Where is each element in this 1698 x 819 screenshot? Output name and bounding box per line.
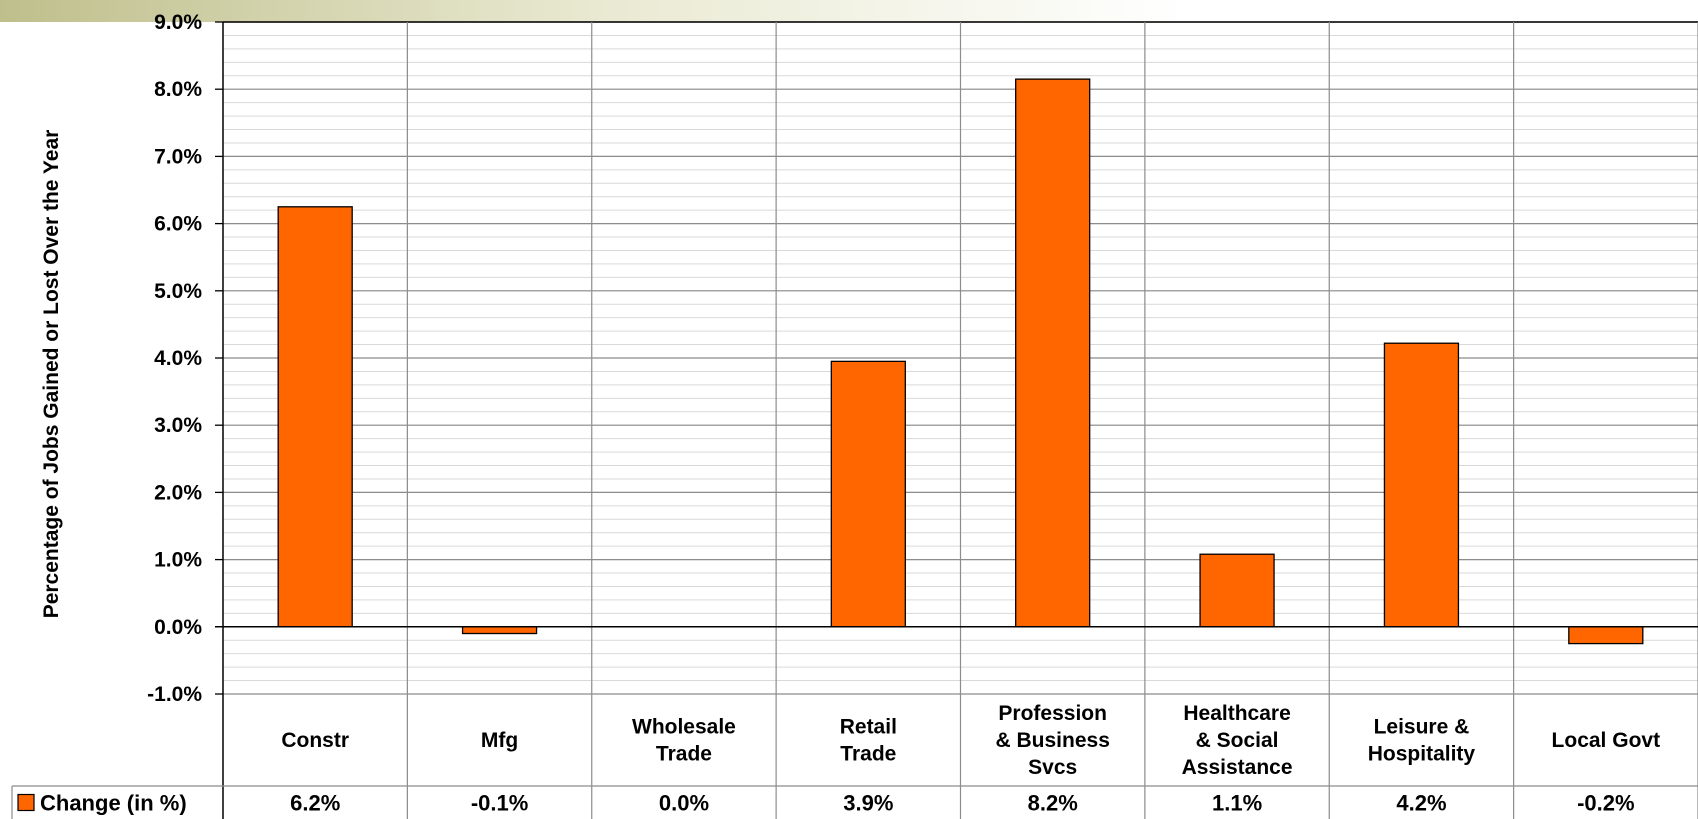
y-tick-label: 1.0%	[154, 549, 202, 572]
data-table-value: 0.0%	[659, 791, 709, 816]
category-label-line: Healthcare	[1183, 702, 1290, 725]
category-label: Constr	[281, 729, 349, 752]
category-labels: Constr Mfg Wholesale Trade Retail Trade Profes…	[281, 702, 1660, 779]
bar	[461, 626, 538, 635]
category-label-line: Wholesale	[632, 716, 736, 739]
category-label-line: Trade	[840, 743, 896, 766]
y-tick-label: 3.0%	[154, 414, 202, 437]
category-label-line: Assistance	[1182, 756, 1293, 779]
category-label: Wholesale Trade	[632, 716, 736, 766]
category-label-line: Hospitality	[1368, 743, 1476, 766]
bar	[1199, 553, 1275, 628]
y-tick-label: 5.0%	[154, 280, 202, 303]
data-table-value: 4.2%	[1396, 791, 1446, 816]
bar	[1383, 342, 1460, 628]
category-label-line: Local Govt	[1552, 729, 1661, 752]
data-table-value: 8.2%	[1028, 791, 1078, 816]
category-separators	[222, 22, 1698, 819]
category-label-line: Leisure &	[1374, 716, 1470, 739]
data-table: Change (in %) 6.2% -0.1% 0.0% 3.9% 8.2% 1.1% 4.…	[11, 785, 1698, 819]
category-label: Leisure & Hospitality	[1368, 716, 1476, 766]
category-label-line: Trade	[656, 743, 712, 766]
category-label-line: Profession	[998, 702, 1107, 725]
header-gradient-band	[0, 0, 1698, 22]
y-tick-label: 2.0%	[154, 481, 202, 504]
category-label: Healthcare & Social Assistance	[1182, 702, 1293, 779]
bar	[1015, 78, 1091, 628]
category-label: Retail Trade	[840, 716, 897, 766]
category-label: Mfg	[481, 729, 518, 752]
data-table-value: -0.1%	[471, 791, 528, 816]
y-tick-label: 9.0%	[154, 11, 202, 34]
data-table-value: 1.1%	[1212, 791, 1262, 816]
y-axis-label: Percentage of Jobs Gained or Lost Over t…	[40, 130, 63, 619]
data-table-value: -0.2%	[1577, 791, 1634, 816]
category-label-line: & Social	[1196, 729, 1279, 752]
y-tick-label: 6.0%	[154, 213, 202, 236]
y-tick-label: 8.0%	[154, 78, 202, 101]
bar	[277, 206, 353, 628]
category-label: Local Govt	[1552, 729, 1661, 752]
bar	[830, 360, 906, 628]
category-label-line: Constr	[281, 729, 349, 752]
category-label-line: Svcs	[1028, 756, 1077, 779]
category-label-line: & Business	[996, 729, 1110, 752]
data-table-value: 6.2%	[290, 791, 340, 816]
bar-series	[277, 78, 1644, 645]
category-label-line: Retail	[840, 716, 897, 739]
bar	[1568, 626, 1644, 645]
y-tick-label: 4.0%	[154, 347, 202, 370]
data-table-value: 3.9%	[843, 791, 893, 816]
y-tick-label: 0.0%	[154, 616, 202, 639]
y-axis-ticks: 9.0% 8.0% 7.0% 6.0% 5.0% 4.0% 3.0% 2.0% 1.0% 0.0%…	[147, 11, 223, 706]
y-tick-label: -1.0%	[147, 683, 202, 706]
category-label-line: Mfg	[481, 729, 518, 752]
legend-label: Change (in %)	[40, 791, 187, 816]
y-tick-label: 7.0%	[154, 145, 202, 168]
category-label: Profession & Business Svcs	[996, 702, 1110, 779]
legend-swatch	[17, 793, 35, 812]
